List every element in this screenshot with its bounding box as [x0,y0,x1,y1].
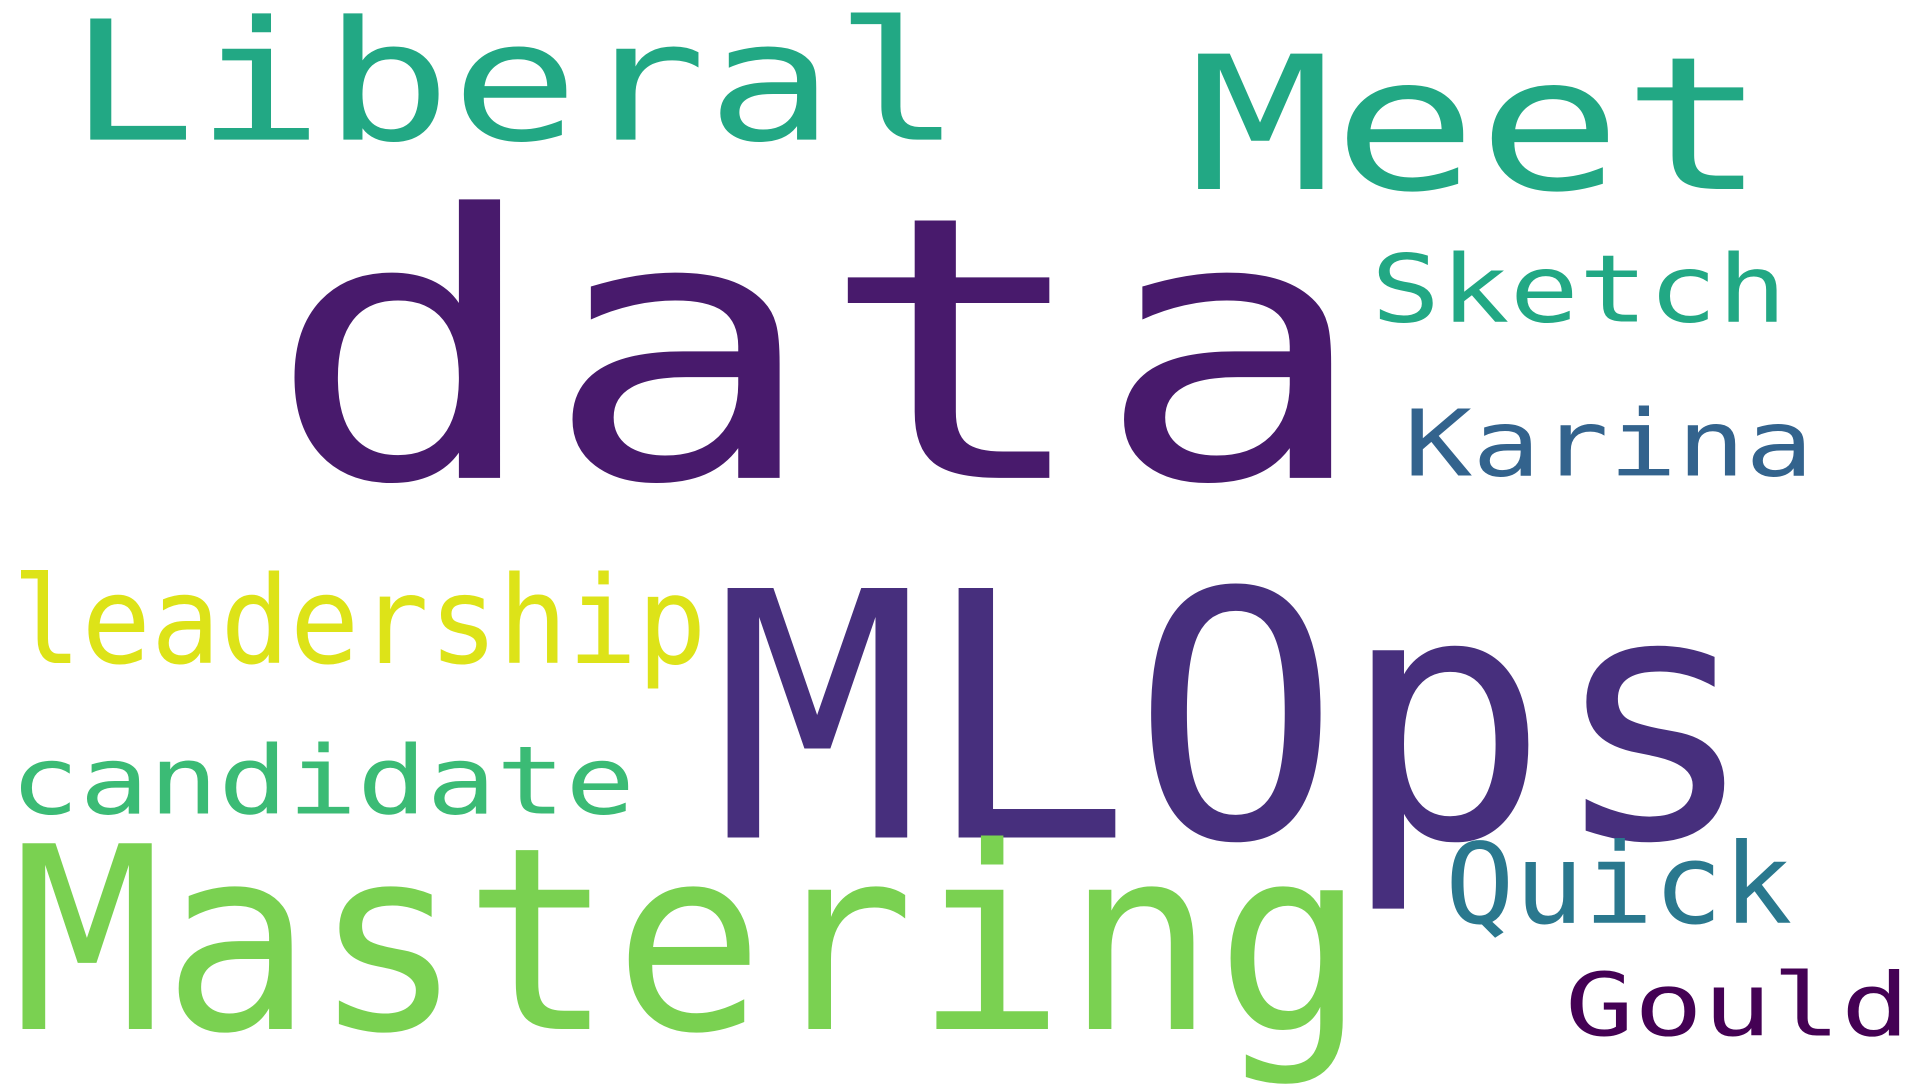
word-liberal: Liberal [68,0,963,180]
word-quick: Quick [1444,818,1793,950]
word-leadership: leadership [12,549,708,692]
word-karina: Karina [1404,389,1814,498]
word-meet: Meet [1188,16,1768,234]
word-sketch: Sketch [1370,234,1787,344]
word-gould: Gould [1565,954,1911,1057]
word-candidate: candidate [9,725,635,837]
word-data: data [266,136,1370,566]
word-mlops: MLOps [713,518,1759,920]
word-mastering: Mastering [12,792,1367,1091]
